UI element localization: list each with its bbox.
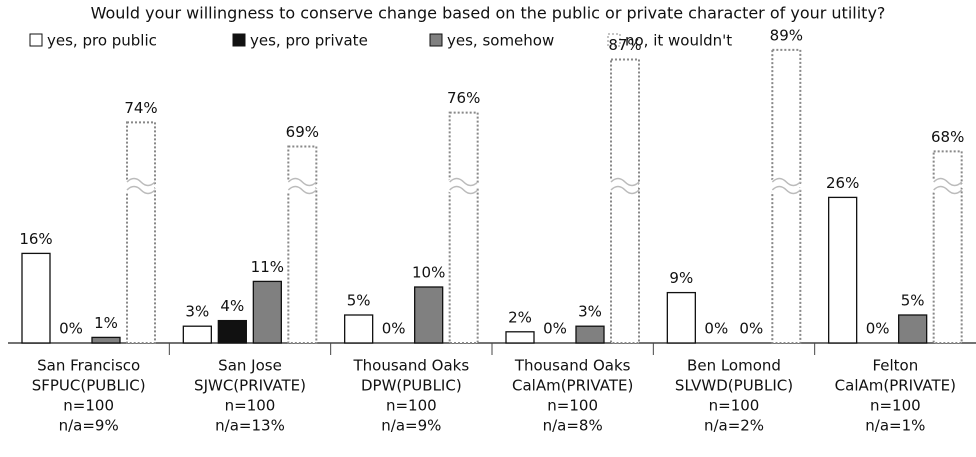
x-tick-label: Felton xyxy=(872,357,918,375)
axis-break xyxy=(446,178,481,194)
x-tick-label: n/a=1% xyxy=(865,417,925,435)
legend-label: no, it wouldn't xyxy=(625,32,732,50)
bar xyxy=(182,325,212,344)
bar xyxy=(505,331,535,344)
x-tick-label: n/a=9% xyxy=(59,417,119,435)
bar xyxy=(414,286,444,344)
legend-swatch xyxy=(429,33,443,47)
legend-label: yes, pro private xyxy=(250,32,368,50)
data-label: 89% xyxy=(770,26,803,44)
x-tick-label: n=100 xyxy=(225,397,276,415)
x-tick-label: n=100 xyxy=(870,397,921,415)
x-tick-label: CalAm(PRIVATE) xyxy=(835,377,956,395)
x-tick-label: n/a=8% xyxy=(543,417,603,435)
bar xyxy=(344,314,374,344)
bar xyxy=(828,196,858,344)
data-label: 3% xyxy=(578,303,602,321)
x-tick-label: n=100 xyxy=(709,397,760,415)
x-tick-label: n/a=13% xyxy=(215,417,285,435)
data-label: 0% xyxy=(704,320,728,338)
x-tick-label: n/a=2% xyxy=(704,417,764,435)
x-tick-label: CalAm(PRIVATE) xyxy=(512,377,633,395)
data-label: 76% xyxy=(447,89,480,107)
data-label: 0% xyxy=(382,320,406,338)
x-tick-label: San Jose xyxy=(218,357,282,375)
data-label: 10% xyxy=(412,264,445,282)
data-label: 2% xyxy=(508,308,532,326)
bar xyxy=(287,145,318,344)
bar xyxy=(91,336,121,344)
data-label: 87% xyxy=(608,36,641,54)
data-label: 5% xyxy=(901,292,925,310)
axis-break-line xyxy=(126,177,156,195)
bar xyxy=(126,121,156,345)
x-tick-label: SLVWD(PUBLIC) xyxy=(675,377,793,395)
bar xyxy=(898,314,928,344)
data-label: 11% xyxy=(251,258,284,276)
x-tick-label: n/a=9% xyxy=(381,417,441,435)
data-label: 0% xyxy=(866,320,890,338)
axis-break xyxy=(930,178,965,194)
x-tick-label: n=100 xyxy=(63,397,114,415)
x-tick-label: Thousand Oaks xyxy=(514,357,631,375)
x-tick-label: SFPUC(PUBLIC) xyxy=(32,377,146,395)
legend-swatch xyxy=(607,33,621,47)
axis-break xyxy=(285,178,320,194)
legend-label: yes, somehow xyxy=(447,32,554,50)
x-tick-label: SJWC(PRIVATE) xyxy=(194,377,306,395)
data-label: 3% xyxy=(185,303,209,321)
axis-break-line xyxy=(287,177,317,195)
data-label: 0% xyxy=(543,320,567,338)
bar xyxy=(666,291,696,344)
axis-break xyxy=(608,178,642,194)
bar xyxy=(610,58,640,344)
bar xyxy=(771,48,802,344)
bar xyxy=(217,319,247,344)
bar xyxy=(21,252,51,344)
data-label: 74% xyxy=(124,99,157,117)
data-label: 0% xyxy=(59,320,83,338)
bar xyxy=(252,280,282,344)
x-tick-label: DPW(PUBLIC) xyxy=(361,377,462,395)
x-tick-label: n=100 xyxy=(386,397,437,415)
data-label: 9% xyxy=(669,269,693,287)
data-label: 0% xyxy=(739,320,763,338)
axis-break xyxy=(769,178,804,194)
axis-break-line xyxy=(771,177,801,195)
data-label: 68% xyxy=(931,128,964,146)
legend-swatch xyxy=(232,33,246,47)
axis-break xyxy=(124,178,158,194)
data-label: 69% xyxy=(286,123,319,141)
chart-title: Would your willingness to conserve chang… xyxy=(91,4,886,23)
x-tick-label: Ben Lomond xyxy=(687,357,781,375)
axis-break-line xyxy=(610,177,640,195)
x-tick-label: San Francisco xyxy=(37,357,140,375)
data-label: 5% xyxy=(347,292,371,310)
legend-label: yes, pro public xyxy=(47,32,157,50)
data-label: 4% xyxy=(220,297,244,315)
axis-break-line xyxy=(933,177,963,195)
x-tick-label: n=100 xyxy=(547,397,598,415)
data-label: 16% xyxy=(19,230,52,248)
x-tick-label: Thousand Oaks xyxy=(352,357,469,375)
legend-swatch xyxy=(29,33,43,47)
axis-break-line xyxy=(449,177,479,195)
data-label: 1% xyxy=(94,314,118,332)
data-label: 26% xyxy=(826,174,859,192)
bar xyxy=(448,111,479,344)
bar xyxy=(575,325,605,344)
